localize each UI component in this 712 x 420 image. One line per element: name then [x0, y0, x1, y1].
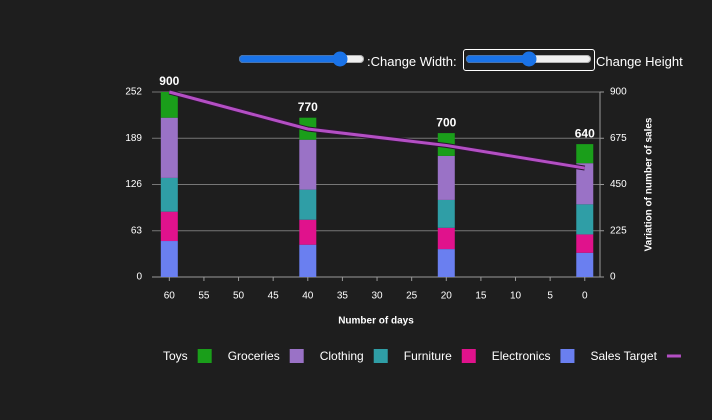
y2-tick-label: 900 [610, 87, 627, 98]
height-label: Change Height [596, 54, 683, 69]
x-tick-label: 20 [441, 291, 453, 302]
y-tick-label: 63 [131, 225, 143, 236]
legend-label: Furniture [404, 349, 452, 363]
bar-segment [576, 252, 594, 277]
bar-segment [299, 219, 317, 245]
x-tick-label: 55 [198, 291, 210, 302]
bar-segment [160, 117, 178, 178]
bar-segment [299, 244, 317, 277]
legend-swatch [461, 349, 476, 363]
bar-label: 900 [159, 74, 179, 88]
legend-swatch [197, 349, 212, 363]
bar-segment [160, 177, 178, 212]
bar-segment [437, 227, 455, 250]
bar-segment [437, 199, 455, 228]
legend-swatch [373, 349, 388, 363]
y2-tick-label: 0 [610, 272, 616, 283]
bar-segment [160, 241, 178, 277]
y2-tick-label: 450 [610, 179, 627, 190]
bar-segment [576, 163, 594, 205]
x-axis-label: Number of days [338, 316, 414, 327]
width-slider[interactable] [238, 52, 365, 66]
legend-label: Clothing [320, 349, 364, 363]
legend-label: Electronics [492, 349, 551, 363]
bar-segment [437, 249, 455, 277]
x-tick-label: 35 [337, 291, 349, 302]
x-tick-label: 60 [164, 291, 176, 302]
width-label: :Change Width: [367, 54, 457, 69]
x-tick-label: 40 [302, 291, 314, 302]
legend-swatch [560, 349, 575, 363]
bar-segment [576, 234, 594, 253]
line [168, 90, 586, 170]
x-tick-label: 30 [371, 291, 383, 302]
bar-segment [160, 211, 178, 242]
bar-label: 700 [436, 115, 456, 129]
legend-label: Groceries [228, 349, 280, 363]
bar-segment [576, 204, 594, 235]
height-slider-frame [463, 49, 595, 71]
x-tick-label: 10 [510, 291, 522, 302]
bar-segment [160, 92, 178, 118]
x-tick-label: 0 [582, 291, 588, 302]
y2-axis-label: Variation of number of sales [644, 117, 655, 251]
bar-segment [437, 155, 455, 200]
legend-label: Sales Target [590, 349, 657, 363]
legend-swatch [289, 349, 304, 363]
x-tick-label: 45 [268, 291, 280, 302]
bar-label: 640 [575, 126, 595, 140]
bar-segment [299, 139, 317, 190]
y-tick-label: 0 [136, 272, 142, 283]
x-tick-label: 50 [233, 291, 245, 302]
x-tick-label: 5 [547, 291, 553, 302]
y-tick-label: 252 [125, 87, 142, 98]
y2-tick-label: 225 [610, 225, 627, 236]
y2-tick-label: 675 [610, 133, 627, 144]
x-tick-label: 15 [475, 291, 487, 302]
bar-label: 770 [298, 100, 318, 114]
legend-label: Toys [163, 349, 188, 363]
bar-segment [576, 144, 594, 164]
y-tick-label: 189 [125, 133, 142, 144]
y-tick-label: 126 [125, 179, 142, 190]
height-slider[interactable] [465, 52, 592, 66]
x-tick-label: 25 [406, 291, 418, 302]
bar-segment [299, 189, 317, 220]
